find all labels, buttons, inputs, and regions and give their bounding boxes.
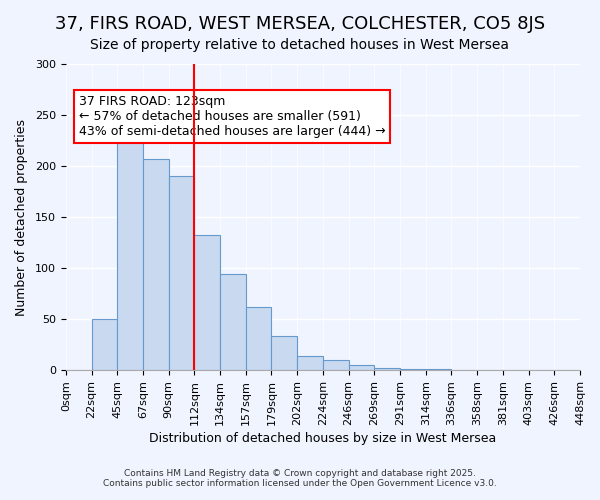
Bar xyxy=(117,134,143,370)
Bar xyxy=(400,369,426,370)
Bar xyxy=(297,356,323,370)
Y-axis label: Number of detached properties: Number of detached properties xyxy=(15,118,28,316)
Text: Size of property relative to detached houses in West Mersea: Size of property relative to detached ho… xyxy=(91,38,509,52)
Text: Contains HM Land Registry data © Crown copyright and database right 2025.: Contains HM Land Registry data © Crown c… xyxy=(124,468,476,477)
Bar xyxy=(374,368,400,370)
Bar xyxy=(323,360,349,370)
Text: 37, FIRS ROAD, WEST MERSEA, COLCHESTER, CO5 8JS: 37, FIRS ROAD, WEST MERSEA, COLCHESTER, … xyxy=(55,15,545,33)
Bar xyxy=(143,159,169,370)
Bar xyxy=(92,319,117,370)
Text: 37 FIRS ROAD: 123sqm
← 57% of detached houses are smaller (591)
43% of semi-deta: 37 FIRS ROAD: 123sqm ← 57% of detached h… xyxy=(79,94,385,138)
Bar xyxy=(349,365,374,370)
Bar xyxy=(426,369,451,370)
Bar xyxy=(271,336,297,370)
Bar xyxy=(194,236,220,370)
Bar xyxy=(220,274,246,370)
Text: Contains public sector information licensed under the Open Government Licence v3: Contains public sector information licen… xyxy=(103,478,497,488)
Bar xyxy=(246,307,271,370)
Bar xyxy=(169,176,194,370)
X-axis label: Distribution of detached houses by size in West Mersea: Distribution of detached houses by size … xyxy=(149,432,497,445)
